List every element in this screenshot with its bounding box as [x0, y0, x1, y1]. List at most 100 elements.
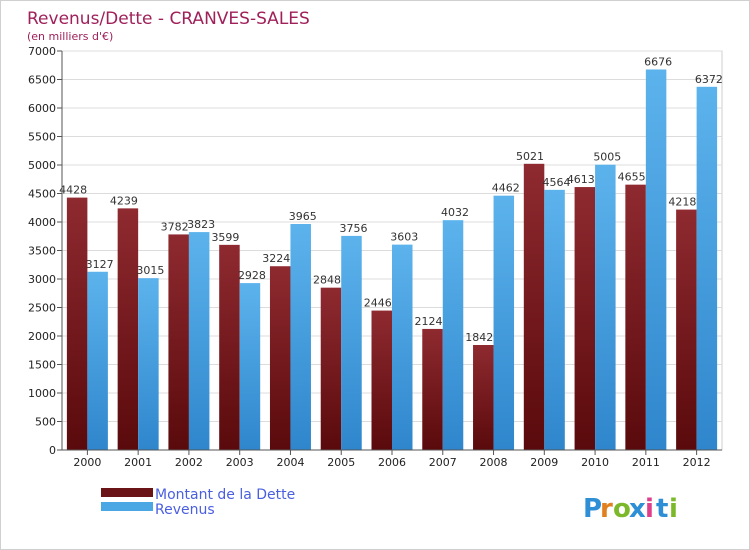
y-tick-label: 3000 — [28, 273, 56, 286]
logo-letter: P — [583, 494, 602, 524]
bar-debt — [66, 197, 88, 450]
axis-layer: 0 500 1000 1500 2000 2500 3000 3500 4000 4500 5000… — [28, 45, 722, 469]
y-tick-label: 4000 — [28, 216, 56, 229]
proxiti-logo: Pr ox i t i — [583, 494, 678, 524]
bar-revenus — [595, 164, 616, 450]
data-label-revenus: 4564 — [543, 176, 571, 189]
bar-revenus — [544, 189, 565, 451]
bar-revenus — [87, 271, 108, 450]
bar-debt — [473, 345, 494, 450]
bar-revenus — [696, 86, 718, 451]
bar-revenus — [290, 223, 311, 450]
bar-debt — [676, 209, 697, 450]
bar-debt — [574, 187, 596, 450]
logo-letter: x — [629, 494, 646, 524]
legend-label-debt: Montant de la Dette — [155, 487, 295, 503]
x-tick-label: 2005 — [327, 456, 355, 469]
bars-layer — [66, 69, 718, 451]
y-tick-label: 2500 — [28, 302, 56, 315]
y-tick-label: 0 — [49, 444, 56, 457]
data-label-debt: 3599 — [211, 231, 239, 244]
data-label-revenus: 6372 — [695, 73, 723, 86]
bar-debt — [219, 244, 240, 450]
logo-letter: t — [656, 494, 668, 524]
data-label-debt: 2848 — [313, 274, 341, 287]
bar-revenus — [645, 69, 667, 450]
data-label-debt: 5021 — [516, 150, 544, 163]
bar-debt — [269, 266, 291, 450]
bar-debt — [625, 184, 646, 451]
x-tick-label: 2007 — [429, 456, 457, 469]
data-label-revenus: 3823 — [187, 218, 215, 231]
data-label-debt: 4613 — [567, 173, 595, 186]
y-tick-label: 6500 — [28, 74, 56, 87]
data-label-revenus: 3965 — [289, 210, 317, 223]
bar-revenus — [392, 244, 413, 450]
y-tick-label: 5000 — [28, 159, 56, 172]
legend-label-revenus: Revenus — [155, 502, 215, 518]
data-label-debt: 2124 — [415, 315, 443, 328]
logo-letter: o — [613, 494, 631, 524]
x-tick-label: 2000 — [73, 456, 101, 469]
chart-subtitle: (en milliers d'€) — [27, 30, 113, 43]
bar-debt — [117, 208, 139, 450]
data-label-debt: 4428 — [59, 184, 87, 197]
data-label-revenus: 4032 — [441, 206, 469, 219]
x-tick-label: 2006 — [378, 456, 406, 469]
data-label-revenus: 3015 — [136, 264, 164, 277]
y-tick-label: 2000 — [28, 330, 56, 343]
y-tick-label: 1000 — [28, 387, 56, 400]
x-tick-label: 2009 — [530, 456, 558, 469]
y-tick-label: 5500 — [28, 131, 56, 144]
bar-debt — [523, 163, 545, 451]
legend: Montant de la Dette Revenus — [101, 487, 295, 518]
data-label-revenus: 4462 — [492, 182, 520, 195]
x-tick-label: 2012 — [683, 456, 711, 469]
bar-debt — [320, 287, 342, 450]
logo-letter: r — [600, 494, 613, 524]
x-tick-label: 2011 — [632, 456, 660, 469]
bar-revenus — [188, 232, 210, 450]
x-tick-label: 2003 — [226, 456, 254, 469]
data-label-revenus: 5005 — [593, 151, 621, 164]
bar-debt — [422, 328, 443, 450]
y-tick-label: 7000 — [28, 45, 56, 58]
data-label-debt: 2446 — [364, 297, 392, 310]
bar-revenus — [239, 283, 261, 450]
y-tick-label: 1500 — [28, 359, 56, 372]
bar-revenus — [442, 220, 464, 450]
x-tick-label: 2008 — [480, 456, 508, 469]
bar-revenus — [493, 195, 515, 450]
data-label-debt: 4239 — [110, 194, 138, 207]
logo-letter: i — [669, 494, 678, 524]
y-tick-label: 500 — [35, 416, 56, 429]
legend-swatch-debt — [101, 488, 153, 497]
logo-letter: i — [645, 494, 654, 524]
data-label-debt: 4218 — [668, 196, 696, 209]
data-label-debt: 3782 — [161, 220, 189, 233]
bar-debt — [371, 310, 392, 450]
chart-title: Revenus/Dette - CRANVES-SALES — [27, 9, 310, 29]
legend-swatch-revenus — [101, 502, 153, 511]
y-tick-label: 3500 — [28, 245, 56, 258]
data-label-debt: 3224 — [262, 252, 290, 265]
y-tick-label: 6000 — [28, 102, 56, 115]
bar-revenus — [341, 235, 362, 450]
data-label-revenus: 2928 — [238, 269, 266, 282]
data-label-debt: 4655 — [618, 171, 646, 184]
data-label-revenus: 3756 — [339, 222, 367, 235]
x-tick-label: 2001 — [124, 456, 152, 469]
data-label-revenus: 6676 — [644, 55, 672, 68]
bar-debt — [168, 234, 189, 450]
data-label-revenus: 3127 — [86, 258, 114, 271]
data-label-debt: 1842 — [465, 331, 493, 344]
bar-revenus — [138, 278, 159, 450]
x-tick-label: 2004 — [276, 456, 304, 469]
y-tick-label: 4500 — [28, 188, 56, 201]
x-tick-label: 2010 — [581, 456, 609, 469]
x-tick-label: 2002 — [175, 456, 203, 469]
data-label-revenus: 3603 — [390, 231, 418, 244]
